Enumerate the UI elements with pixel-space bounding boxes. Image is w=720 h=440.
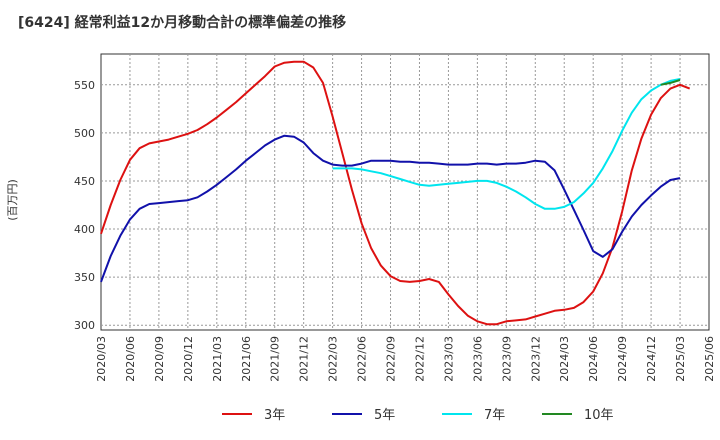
x-tick-label: 2022/12 [413,336,426,382]
y-tick-label: 300 [74,319,95,332]
y-axis-label: (百万円) [6,179,19,221]
x-tick-label: 2022/06 [356,336,369,382]
x-tick-label: 2022/03 [327,336,340,382]
series-line [100,134,681,283]
x-tick-label: 2024/06 [587,336,600,382]
x-tick-label: 2022/09 [385,336,398,382]
x-tick-label: 2024/09 [616,336,629,382]
x-tick-label: 2020/03 [95,336,108,382]
grid-layer [101,54,709,330]
legend-label: 3年 [264,408,285,423]
y-tick-label: 500 [74,127,95,140]
series-line [100,60,691,326]
x-tick-label: 2020/09 [153,336,166,382]
x-tick-label: 2024/12 [645,336,658,382]
x-tick-label: 2021/03 [211,336,224,382]
legend-label: 10年 [584,408,614,423]
x-tick-label: 2025/03 [674,336,687,382]
chart-title: [6424] 経常利益12か月移動合計の標準偏差の推移 [18,15,347,31]
y-tick-label: 350 [74,271,95,284]
plot-area [100,53,710,331]
series-line [332,78,681,210]
legend-label: 5年 [374,408,395,423]
legend-label: 7年 [484,408,505,423]
x-tick-label: 2024/03 [558,336,571,382]
x-tick-label: 2021/12 [298,336,311,382]
x-tick-label: 2023/09 [500,336,513,382]
series-layer [100,60,691,326]
x-tick-label: 2023/06 [471,336,484,382]
y-tick-label: 550 [74,79,95,92]
series-line [660,79,681,86]
x-tick-label: 2025/06 [703,336,716,382]
x-tick-label: 2020/12 [182,336,195,382]
y-tick-label: 450 [74,175,95,188]
x-tick-label: 2020/06 [124,336,137,382]
x-tick-label: 2021/09 [269,336,282,382]
x-tick-label: 2021/06 [240,336,253,382]
axis-layer: 300 350 400 450 500 550 2020/03 2020/06 2020/09 2… [74,79,716,382]
x-tick-label: 2023/03 [442,336,455,382]
legend: 3年 5年 7年 10年 [222,408,614,423]
y-tick-label: 400 [74,223,95,236]
x-tick-label: 2023/12 [529,336,542,382]
